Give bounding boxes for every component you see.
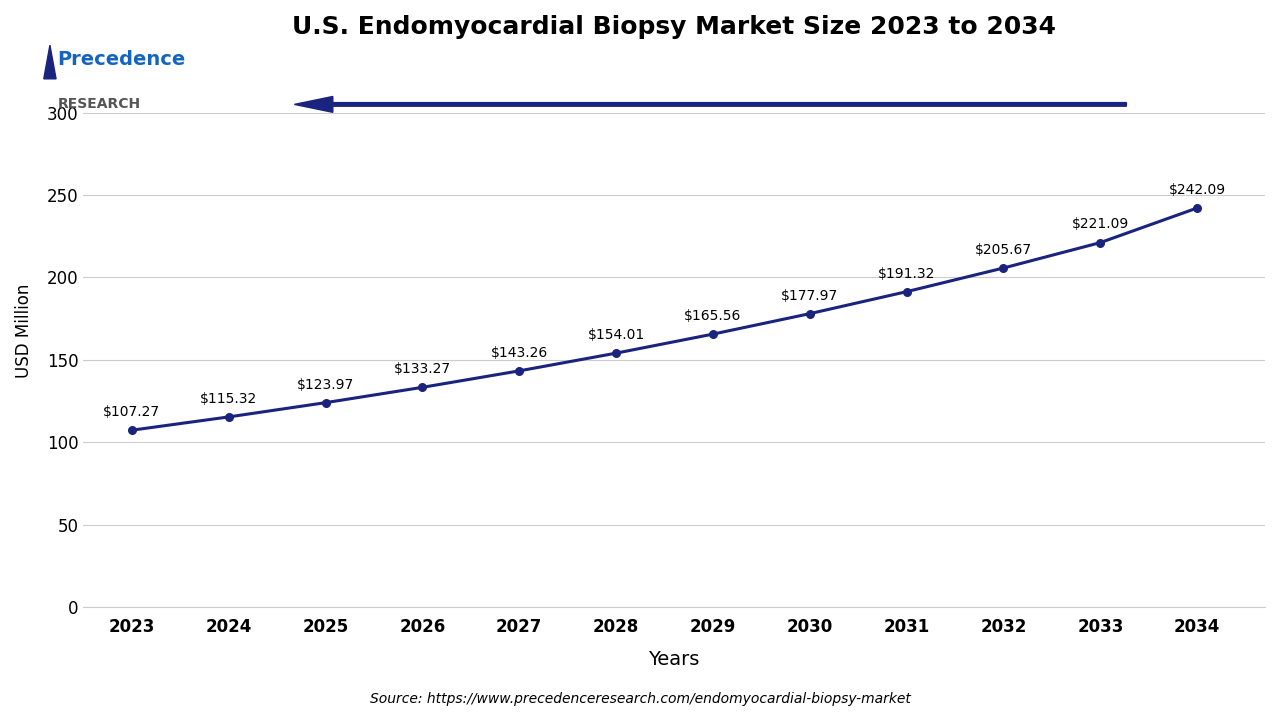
Text: $242.09: $242.09	[1169, 183, 1226, 197]
Text: Source: https://www.precedenceresearch.com/endomyocardial-biopsy-market: Source: https://www.precedenceresearch.c…	[370, 692, 910, 706]
Text: $165.56: $165.56	[685, 309, 741, 323]
Text: $205.67: $205.67	[975, 243, 1032, 257]
Point	[219, 411, 239, 423]
Text: $133.27: $133.27	[394, 362, 451, 377]
Point	[896, 286, 916, 297]
Text: $107.27: $107.27	[104, 405, 160, 419]
Polygon shape	[44, 45, 56, 78]
Point	[509, 365, 530, 377]
Text: $154.01: $154.01	[588, 328, 645, 342]
Point	[1187, 202, 1207, 214]
Text: $115.32: $115.32	[200, 392, 257, 406]
Point	[993, 262, 1014, 274]
Point	[315, 397, 335, 408]
Point	[412, 382, 433, 393]
Text: $221.09: $221.09	[1071, 217, 1129, 231]
Point	[703, 328, 723, 340]
Point	[1091, 237, 1111, 248]
Y-axis label: USD Million: USD Million	[15, 284, 33, 378]
Text: $177.97: $177.97	[781, 289, 838, 302]
Point	[605, 347, 626, 359]
X-axis label: Years: Years	[649, 650, 700, 669]
Point	[122, 424, 142, 436]
Text: $123.97: $123.97	[297, 377, 355, 392]
Text: $191.32: $191.32	[878, 266, 936, 281]
Title: U.S. Endomyocardial Biopsy Market Size 2023 to 2034: U.S. Endomyocardial Biopsy Market Size 2…	[292, 15, 1056, 39]
Text: RESEARCH: RESEARCH	[58, 97, 141, 111]
Point	[800, 308, 820, 320]
Text: Precedence: Precedence	[58, 50, 186, 69]
Text: $143.26: $143.26	[490, 346, 548, 360]
